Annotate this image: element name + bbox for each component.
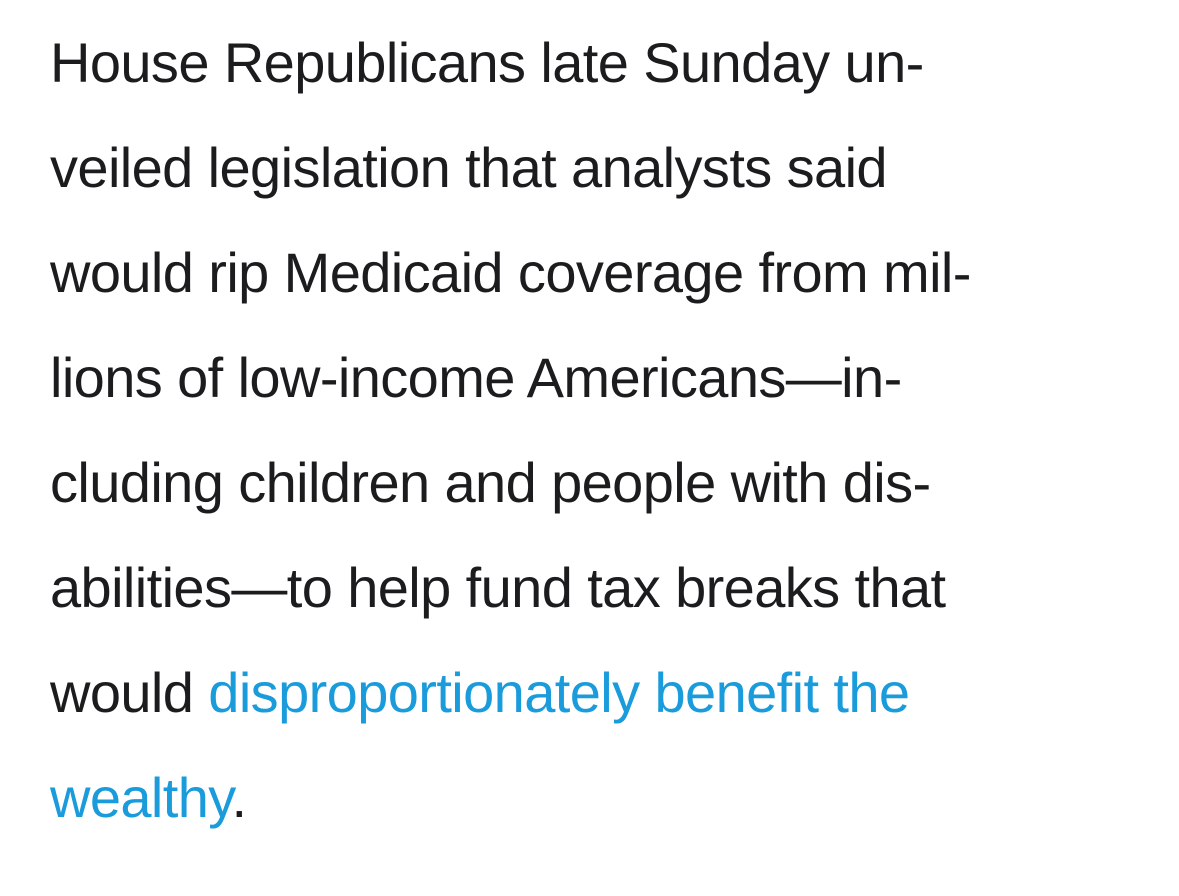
paragraph-line-1: House Republicans late Sunday un- <box>50 31 924 94</box>
wealthy-benefit-link-continued[interactable]: wealthy <box>50 766 232 829</box>
paragraph-line-2: veiled legislation that analysts said <box>50 136 888 199</box>
line-7-text: would <box>50 661 209 724</box>
paragraph-line-6: abilities—to help fund tax breaks that <box>50 556 946 619</box>
paragraph-line-4: lions of low-income Americans—in- <box>50 346 902 409</box>
paragraph-line-5: cluding children and people with dis- <box>50 451 931 514</box>
end-period: . <box>231 766 248 829</box>
paragraph-line-8: wealthy. <box>50 745 1160 850</box>
wealthy-benefit-link[interactable]: disproportionately benefit the <box>208 661 910 724</box>
paragraph-line-7: would disproportionately benefit the <box>50 640 1160 745</box>
article-paragraph: House Republicans late Sunday un- veiled… <box>50 10 1160 850</box>
paragraph-line-3: would rip Medicaid coverage from mil- <box>50 241 971 304</box>
